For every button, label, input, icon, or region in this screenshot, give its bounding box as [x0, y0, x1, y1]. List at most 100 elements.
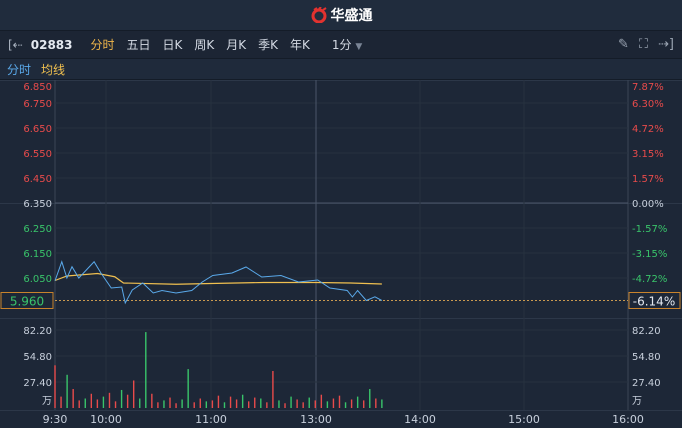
- tab-0[interactable]: 分时: [90, 38, 115, 52]
- volume-bar: [205, 401, 208, 408]
- volume-bar: [363, 400, 365, 408]
- volume-bar: [175, 403, 177, 408]
- volume-bar: [72, 389, 74, 408]
- logo-icon: [311, 7, 327, 23]
- volume-bar: [139, 398, 141, 408]
- time-tick: 10:00: [90, 413, 122, 426]
- time-tick: 15:00: [508, 413, 540, 426]
- vol-tick-left: 54.80: [23, 352, 52, 363]
- last-price-label: 5.960: [10, 295, 44, 309]
- volume-bar: [120, 389, 123, 408]
- pct-tick: 3.15%: [632, 149, 664, 160]
- price-tick: 6.150: [23, 249, 52, 260]
- volume-bar: [223, 402, 226, 408]
- volume-bar: [338, 395, 341, 408]
- pencil-icon[interactable]: ✎: [618, 37, 629, 52]
- toolbar: [⇠ 02883 分时 五日 日K 周K 月K 季K 年K 1分 ▼: [0, 31, 682, 59]
- volume-bar: [78, 400, 80, 408]
- pct-tick: 6.30%: [632, 99, 664, 110]
- tab-4[interactable]: 月K: [226, 38, 247, 52]
- volume-bar: [157, 402, 159, 408]
- time-tick: 13:00: [300, 413, 332, 426]
- volume-bar: [302, 402, 304, 408]
- pct-tick: 0.00%: [632, 199, 664, 210]
- avg-line: [54, 272, 382, 285]
- price-tick: 6.850: [23, 82, 52, 93]
- volume-bar: [235, 399, 238, 408]
- time-tick: 9:30: [43, 413, 68, 426]
- intraday-chart[interactable]: 6.850 7.87% 6.750 6.30% 6.650 4.72% 6.550 3.15%…: [0, 80, 682, 428]
- volume-bar: [272, 370, 274, 408]
- tab-2[interactable]: 日K: [162, 38, 183, 52]
- volume-bar: [290, 396, 292, 408]
- volume-bar: [187, 369, 189, 408]
- tab-5[interactable]: 季K: [258, 38, 279, 52]
- volume-bar: [314, 400, 316, 408]
- volume-bar: [369, 389, 371, 408]
- tab-3[interactable]: 周K: [194, 38, 215, 52]
- volume-bar: [114, 401, 117, 408]
- interval-value: 1分: [331, 38, 352, 52]
- price-line: [54, 260, 383, 305]
- volume-bar: [266, 402, 268, 408]
- pct-tick: 7.87%: [632, 82, 664, 93]
- collapse-left-icon[interactable]: [⇠: [8, 37, 23, 52]
- price-tick: 6.550: [23, 149, 52, 160]
- volume-bar: [84, 398, 86, 408]
- last-price-box: [0, 292, 54, 309]
- volume-bar: [199, 398, 201, 408]
- volume-bar: [169, 397, 171, 408]
- volume-bar: [326, 401, 329, 408]
- fullscreen-icon[interactable]: ⛶: [638, 37, 649, 52]
- volume-bar: [151, 393, 153, 408]
- volume-bar: [344, 402, 347, 408]
- price-tick: 6.650: [23, 124, 52, 135]
- pct-tick: -3.15%: [632, 249, 667, 260]
- price-tick: 6.450: [23, 174, 52, 185]
- volume-bar: [247, 401, 250, 408]
- chart-legend: 分时 均线: [0, 59, 682, 80]
- tab-6[interactable]: 年K: [290, 38, 310, 52]
- volume-bar: [66, 374, 68, 408]
- vol-tick-right: 54.80: [632, 352, 661, 363]
- brand-name: 华盛通: [330, 8, 373, 24]
- volume-bar: [284, 403, 286, 408]
- volume-bar: [320, 394, 323, 408]
- brand-logo: 华盛通: [310, 5, 373, 25]
- volume-bar: [375, 398, 377, 408]
- price-tick: 6.250: [23, 224, 52, 235]
- volume-bar: [108, 392, 111, 408]
- vol-tick-left: 27.40: [23, 378, 52, 389]
- volume-bar: [296, 399, 298, 408]
- time-tick: 14:00: [404, 413, 436, 426]
- volume-bar: [229, 396, 232, 408]
- interval-select[interactable]: 1分 ▼: [332, 36, 362, 53]
- vol-tick-right: 27.40: [632, 378, 661, 389]
- pct-tick: -1.57%: [632, 224, 667, 235]
- vol-tick-right: 82.20: [632, 326, 661, 337]
- time-tick: 11:00: [195, 413, 227, 426]
- pct-tick: -4.72%: [632, 274, 667, 285]
- volume-bar: [60, 396, 62, 408]
- price-tick: 6.050: [23, 274, 52, 285]
- pct-tick: 1.57%: [632, 174, 664, 185]
- volume-bar: [350, 399, 353, 408]
- volume-bar: [254, 397, 256, 408]
- volume-bar: [217, 395, 220, 408]
- volume-bar: [193, 402, 195, 408]
- volume-bar: [308, 397, 310, 408]
- last-pct-label: -6.14%: [633, 295, 675, 309]
- legend-avg: 均线: [41, 62, 66, 77]
- price-tick: 6.750: [23, 99, 52, 110]
- volume-bar: [181, 399, 183, 408]
- time-tick: 16:00: [612, 413, 644, 426]
- vol-unit-right: 万: [632, 396, 642, 407]
- stock-code: 02883: [30, 37, 73, 52]
- volume-bar: [145, 332, 147, 408]
- collapse-right-icon[interactable]: ⇢]: [658, 37, 674, 52]
- legend-price: 分时: [7, 62, 32, 77]
- volume-bar: [90, 393, 93, 408]
- tab-1[interactable]: 五日: [126, 38, 151, 52]
- volume-bar: [54, 365, 56, 408]
- volume-bar: [356, 396, 359, 408]
